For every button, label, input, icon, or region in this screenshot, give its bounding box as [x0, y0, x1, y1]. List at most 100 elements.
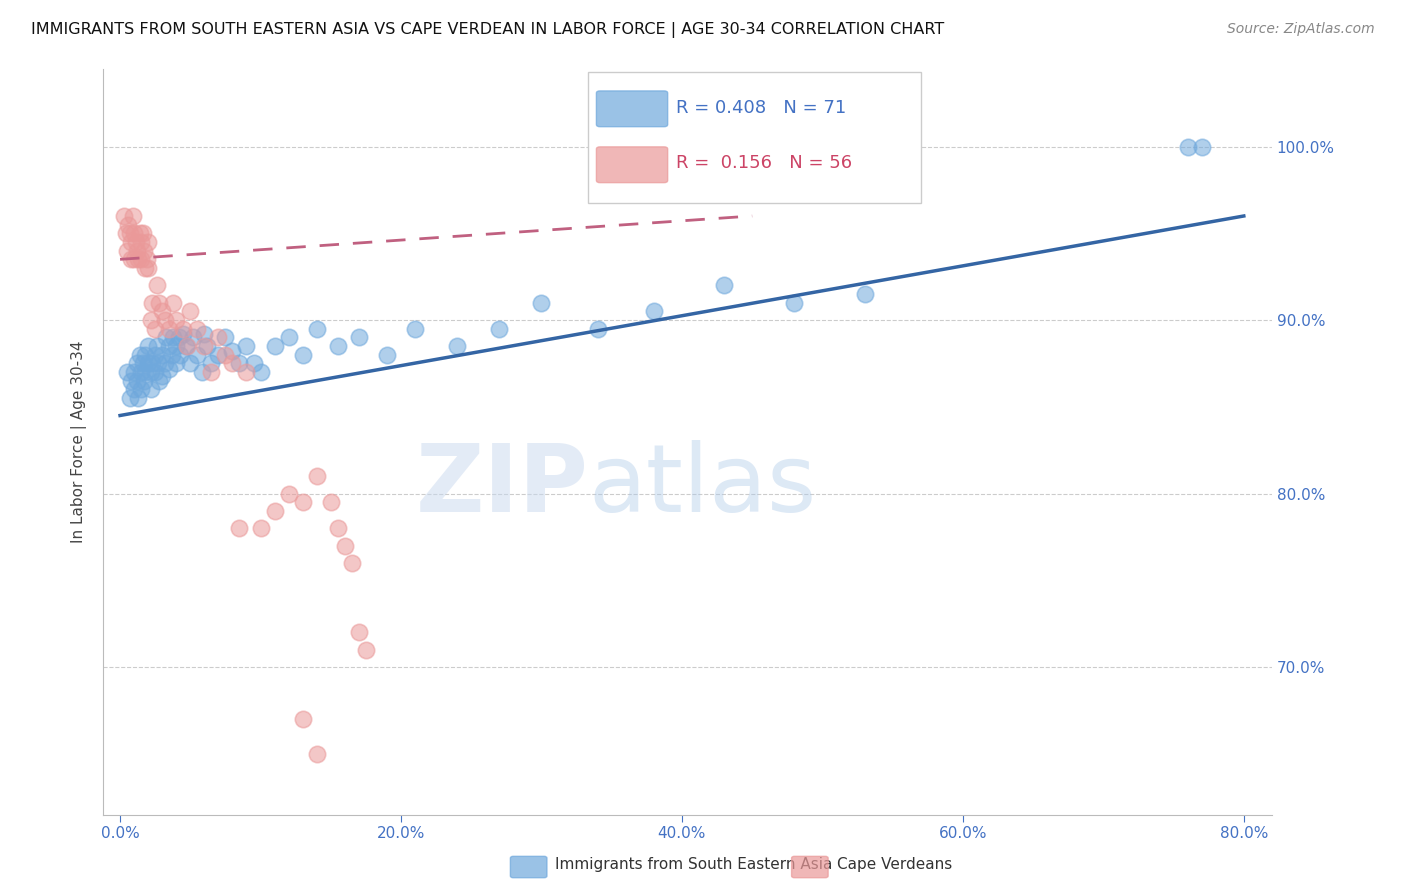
Point: [249, 365, 271, 379]
Point: [277, 486, 299, 500]
Point: [181, 330, 204, 344]
Text: atlas: atlas: [588, 441, 817, 533]
Point: [221, 356, 243, 370]
Point: [132, 244, 155, 258]
Point: [131, 227, 153, 241]
Point: [122, 365, 145, 379]
Point: [165, 339, 187, 353]
Point: [446, 339, 468, 353]
Point: [114, 227, 136, 241]
Point: [145, 339, 167, 353]
Point: [169, 348, 191, 362]
Point: [141, 356, 163, 370]
Point: [148, 295, 170, 310]
FancyBboxPatch shape: [588, 72, 921, 202]
Point: [129, 383, 152, 397]
Point: [190, 365, 212, 379]
Point: [141, 295, 163, 310]
Point: [214, 348, 236, 362]
Point: [305, 469, 328, 483]
Point: [125, 244, 148, 258]
Point: [134, 260, 156, 275]
Point: [118, 227, 141, 241]
Point: [128, 227, 150, 241]
Point: [129, 252, 152, 267]
Point: [228, 356, 250, 370]
Point: [143, 322, 166, 336]
Point: [488, 322, 510, 336]
Point: [124, 235, 146, 249]
Point: [125, 374, 148, 388]
Point: [150, 368, 173, 383]
Point: [132, 374, 155, 388]
Text: ZIP: ZIP: [415, 441, 588, 533]
Point: [207, 348, 229, 362]
Point: [179, 356, 201, 370]
Point: [160, 348, 183, 362]
Text: Source: ZipAtlas.com: Source: ZipAtlas.com: [1227, 22, 1375, 37]
Point: [207, 330, 229, 344]
Point: [153, 356, 176, 370]
Point: [305, 747, 328, 761]
Point: [249, 521, 271, 535]
Point: [186, 348, 208, 362]
Point: [136, 260, 159, 275]
Point: [122, 227, 145, 241]
Point: [277, 330, 299, 344]
Point: [117, 218, 139, 232]
Point: [291, 495, 314, 509]
Point: [235, 365, 257, 379]
Point: [157, 361, 180, 376]
Point: [139, 365, 162, 379]
Point: [120, 235, 142, 249]
Point: [347, 330, 370, 344]
Point: [530, 295, 553, 310]
Point: [120, 252, 142, 267]
Text: Immigrants from South Eastern Asia: Immigrants from South Eastern Asia: [555, 857, 832, 872]
Point: [586, 322, 609, 336]
Point: [136, 339, 159, 353]
Point: [136, 356, 159, 370]
Point: [115, 244, 138, 258]
Point: [221, 344, 243, 359]
Point: [186, 322, 208, 336]
Point: [326, 339, 349, 353]
Point: [291, 348, 314, 362]
Point: [131, 356, 153, 370]
Point: [1191, 139, 1213, 153]
Point: [150, 348, 173, 362]
Point: [375, 348, 398, 362]
Point: [214, 330, 236, 344]
Point: [174, 339, 197, 353]
Point: [242, 356, 264, 370]
Point: [195, 339, 218, 353]
Point: [228, 521, 250, 535]
Point: [172, 322, 194, 336]
Point: [136, 235, 159, 249]
Point: [112, 209, 135, 223]
Point: [200, 356, 222, 370]
Point: [319, 495, 342, 509]
Point: [157, 339, 180, 353]
Point: [143, 365, 166, 379]
Point: [176, 339, 198, 353]
Text: IMMIGRANTS FROM SOUTH EASTERN ASIA VS CAPE VERDEAN IN LABOR FORCE | AGE 30-34 CO: IMMIGRANTS FROM SOUTH EASTERN ASIA VS CA…: [31, 22, 945, 38]
Point: [643, 304, 665, 318]
Point: [713, 278, 735, 293]
Point: [162, 330, 184, 344]
Point: [125, 356, 148, 370]
Point: [165, 356, 187, 370]
Point: [134, 348, 156, 362]
Text: R =  0.156   N = 56: R = 0.156 N = 56: [676, 154, 852, 172]
Point: [305, 322, 328, 336]
Point: [162, 295, 184, 310]
Text: Cape Verdeans: Cape Verdeans: [837, 857, 952, 872]
Point: [263, 504, 285, 518]
Point: [129, 235, 152, 249]
Point: [118, 391, 141, 405]
Point: [340, 556, 363, 570]
Point: [193, 339, 215, 353]
Point: [193, 326, 215, 341]
Point: [145, 278, 167, 293]
Point: [143, 348, 166, 362]
